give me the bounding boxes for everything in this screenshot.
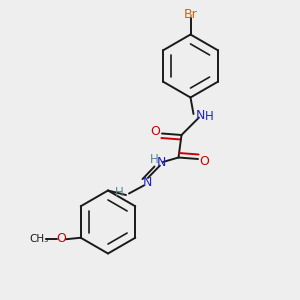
Text: CH₃: CH₃ bbox=[30, 234, 49, 244]
Text: H: H bbox=[115, 185, 124, 199]
Text: H: H bbox=[150, 153, 159, 166]
Text: N: N bbox=[156, 156, 166, 170]
Text: O: O bbox=[200, 155, 209, 168]
Text: H: H bbox=[205, 110, 214, 124]
Text: N: N bbox=[142, 176, 152, 190]
Text: O: O bbox=[151, 124, 160, 138]
Text: O: O bbox=[56, 232, 66, 245]
Text: N: N bbox=[195, 109, 205, 122]
Text: Br: Br bbox=[184, 8, 197, 21]
